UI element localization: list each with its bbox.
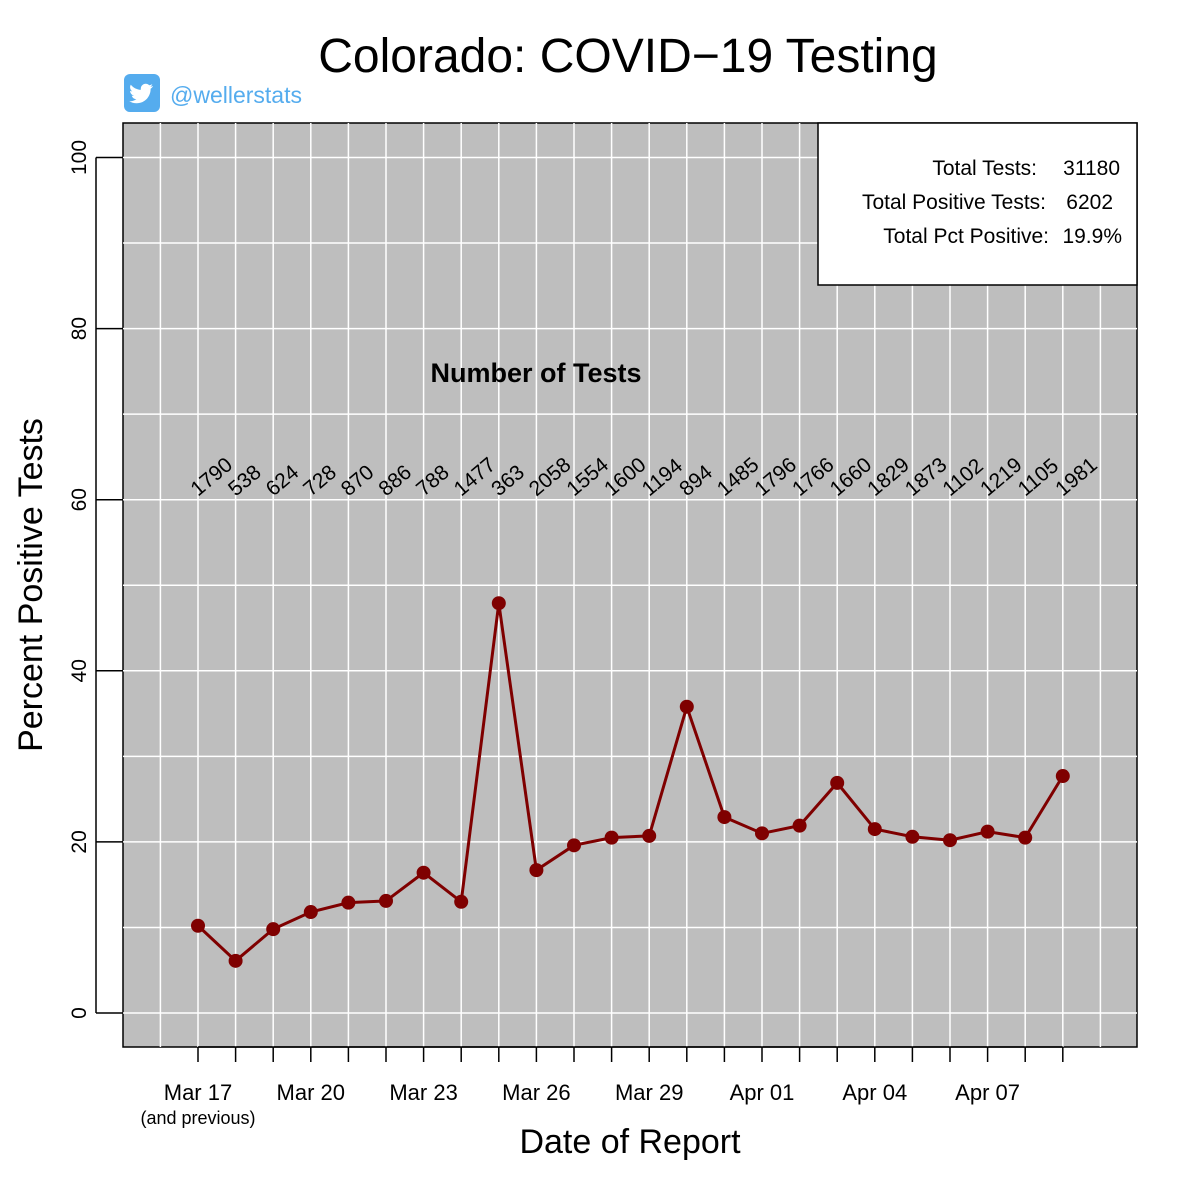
y-tick-label: 20: [68, 830, 91, 853]
total-positive-value: 6202: [1066, 191, 1113, 214]
data-point: [679, 699, 694, 714]
x-axis: Mar 17 Mar 20 Mar 23 Mar 26 Mar 29 Apr 01 Apr …: [164, 1046, 1064, 1105]
data-point: [642, 828, 657, 843]
annotation-title: Number of Tests: [430, 358, 641, 388]
data-point: [341, 895, 356, 910]
data-point: [567, 838, 581, 853]
y-tick-label: 80: [68, 317, 91, 340]
data-point: [379, 893, 393, 908]
data-point: [792, 818, 807, 833]
data-point: [1018, 830, 1033, 845]
data-point: [416, 865, 431, 880]
y-tick-label: 100: [68, 140, 91, 175]
x-tick-note: (and previous): [140, 1108, 255, 1128]
data-point: [1055, 769, 1070, 784]
total-positive-label: Total Positive Tests:: [862, 191, 1046, 214]
x-tick-label: Mar 23: [389, 1080, 457, 1105]
data-point: [943, 833, 957, 848]
total-pct-value: 19.9%: [1062, 225, 1122, 248]
x-tick-label: Mar 29: [615, 1080, 683, 1105]
data-point: [830, 775, 845, 790]
twitter-handle[interactable]: @wellerstats: [170, 82, 302, 108]
y-axis: 0 20 40 60 80 100: [68, 140, 123, 1019]
x-tick-label: Apr 07: [955, 1080, 1020, 1105]
data-point: [266, 922, 281, 937]
grid-lines: [123, 123, 1137, 1047]
y-axis-label: Percent Positive Tests: [12, 418, 50, 752]
y-tick-label: 60: [68, 488, 91, 511]
data-point: [905, 829, 920, 844]
x-tick-label: Apr 04: [842, 1080, 907, 1105]
total-pct-label: Total Pct Positive:: [883, 225, 1049, 248]
twitter-icon: [124, 74, 160, 112]
total-tests-value: 31180: [1063, 157, 1120, 180]
data-points: [191, 596, 1070, 968]
x-tick-label: Mar 26: [502, 1080, 570, 1105]
data-point: [755, 826, 769, 841]
x-tick-label: Apr 01: [730, 1080, 795, 1105]
data-point: [717, 810, 732, 825]
data-point: [980, 824, 995, 839]
data-point: [191, 918, 205, 933]
data-point: [604, 830, 619, 845]
x-axis-label: Date of Report: [519, 1123, 741, 1161]
x-tick-label: Mar 20: [277, 1080, 345, 1105]
data-point: [529, 863, 544, 878]
y-tick-label: 40: [68, 659, 91, 682]
data-point: [303, 905, 318, 920]
y-tick-label: 0: [68, 1007, 91, 1019]
data-point: [454, 894, 469, 909]
total-tests-label: Total Tests:: [932, 157, 1037, 180]
chart-title: Colorado: COVID−19 Testing: [318, 30, 937, 83]
data-point: [867, 822, 882, 837]
x-tick-label: Mar 17: [164, 1080, 232, 1105]
data-point: [228, 953, 243, 968]
data-point: [491, 596, 506, 611]
summary-box: Total Tests: 31180 Total Positive Tests:…: [817, 122, 1138, 286]
